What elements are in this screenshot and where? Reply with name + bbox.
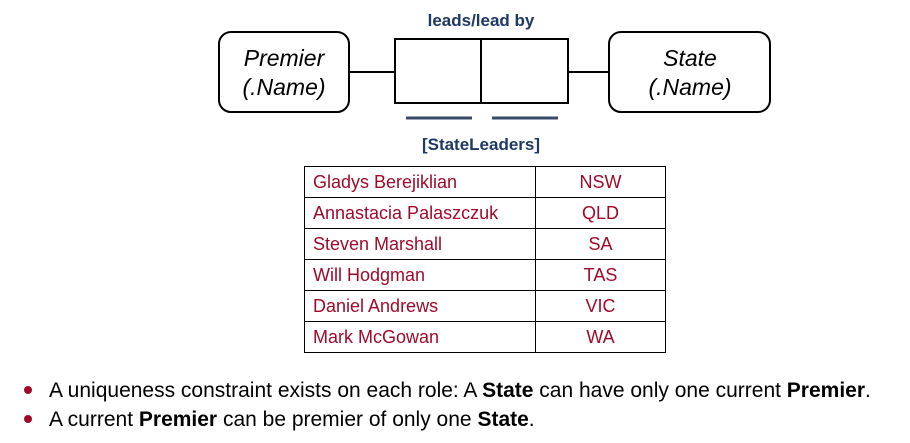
bullet-item: A current Premier can be premier of only…	[20, 405, 871, 434]
bullet-text: A uniqueness constraint exists on each r…	[49, 379, 483, 402]
table-row: Gladys Berejiklian NSW	[304, 166, 666, 198]
premier-name-cell: Daniel Andrews	[304, 290, 536, 322]
bullet-emphasis-text: State	[482, 379, 534, 402]
state-entity-refmode: (.Name)	[648, 74, 731, 100]
state-code-cell: QLD	[535, 197, 666, 229]
premier-name-cell: Gladys Berejiklian	[304, 166, 536, 198]
premier-entity-refmode: (.Name)	[242, 74, 325, 100]
premier-entity-name: Premier	[244, 45, 326, 71]
sample-population-table: Gladys Berejiklian NSW Annastacia Palaszcz…	[304, 166, 666, 353]
table-row: Daniel Andrews VIC	[304, 290, 666, 322]
bullet-emphasis-text: Premier	[786, 379, 866, 402]
table-row: Steven Marshall SA	[304, 228, 666, 260]
premier-name-cell: Annastacia Palaszczuk	[304, 197, 536, 229]
fact-type-name: [StateLeaders]	[422, 135, 540, 154]
premier-entity-box	[218, 31, 350, 113]
state-entity-box	[608, 31, 771, 113]
bullet-emphasis-text: State	[477, 408, 529, 431]
premier-name-cell: Mark McGowan	[304, 321, 536, 353]
bullet-emphasis-text: Premier	[138, 408, 218, 431]
fact-type-reading: leads/lead by	[428, 11, 535, 30]
state-code-cell: WA	[535, 321, 666, 353]
state-entity-name: State	[663, 45, 717, 71]
bullet-text: A current	[49, 408, 139, 431]
orm-diagram: leads/lead by Premier (.Name) State (.Na…	[218, 11, 771, 154]
bullet-text: .	[528, 408, 535, 431]
bullet-dot-icon	[24, 415, 32, 423]
premier-name-cell: Will Hodgman	[304, 259, 536, 291]
table-row: Annastacia Palaszczuk QLD	[304, 197, 666, 229]
state-code-cell: VIC	[535, 290, 666, 322]
bullet-list: A uniqueness constraint exists on each r…	[20, 376, 871, 434]
bullet-text: can have only one current	[533, 379, 787, 402]
table-row: Mark McGowan WA	[304, 321, 666, 353]
bullet-item: A uniqueness constraint exists on each r…	[20, 376, 871, 405]
table-row: Will Hodgman TAS	[304, 259, 666, 291]
bullet-text: can be premier of only one	[217, 408, 478, 431]
role-box-premier	[394, 38, 482, 104]
bullet-dot-icon	[24, 386, 32, 394]
bullet-text: .	[865, 379, 871, 402]
role-box-state	[480, 38, 569, 104]
premier-name-cell: Steven Marshall	[304, 228, 536, 260]
state-code-cell: SA	[535, 228, 666, 260]
state-code-cell: NSW	[535, 166, 666, 198]
state-code-cell: TAS	[535, 259, 666, 291]
